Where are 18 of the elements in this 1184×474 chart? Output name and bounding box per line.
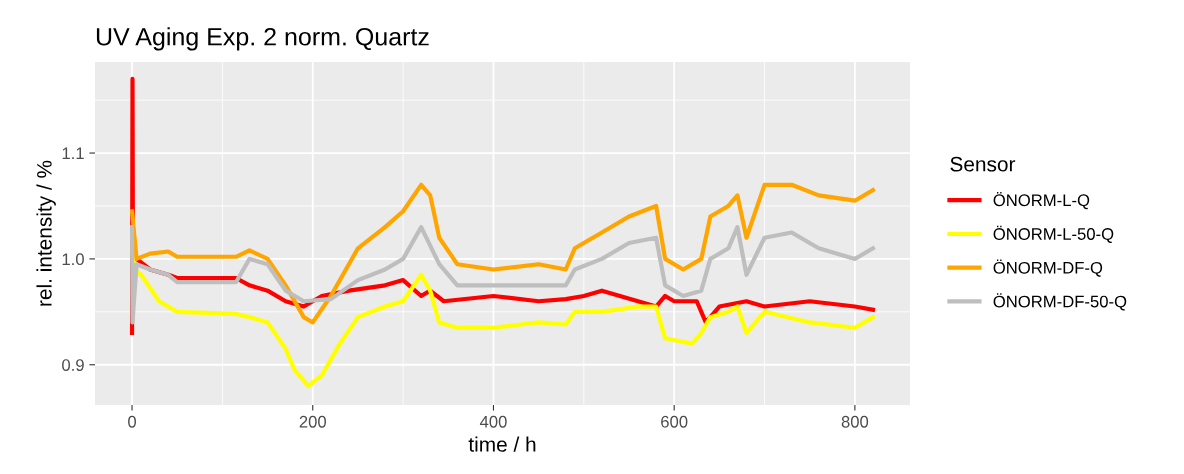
x-tick-label: 600 bbox=[661, 415, 688, 428]
legend-label: ÖNORM-DF-50-Q bbox=[993, 293, 1127, 311]
legend-title: Sensor bbox=[950, 156, 1016, 172]
y-axis-title: rel. intensity / % bbox=[36, 160, 56, 306]
line-series bbox=[129, 225, 876, 325]
x-axis-title: time / h bbox=[468, 436, 536, 452]
legend-label: ÖNORM-L-50-Q bbox=[993, 225, 1114, 243]
line-series bbox=[129, 182, 876, 325]
legend-label: ÖNORM-L-Q bbox=[993, 192, 1090, 210]
chart-title: UV Aging Exp. 2 norm. Quartz bbox=[96, 27, 429, 51]
x-tick-label: 400 bbox=[479, 415, 507, 428]
legend-label: ÖNORM-DF-Q bbox=[993, 259, 1103, 277]
x-tick-label: 200 bbox=[299, 415, 327, 428]
x-tick-label: 800 bbox=[841, 415, 869, 428]
y-tick-label: 1.0 bbox=[62, 253, 84, 266]
y-tick-label: 1.1 bbox=[62, 147, 84, 160]
x-tick-label: 0 bbox=[128, 415, 137, 428]
y-tick-label: 0.9 bbox=[62, 359, 84, 371]
